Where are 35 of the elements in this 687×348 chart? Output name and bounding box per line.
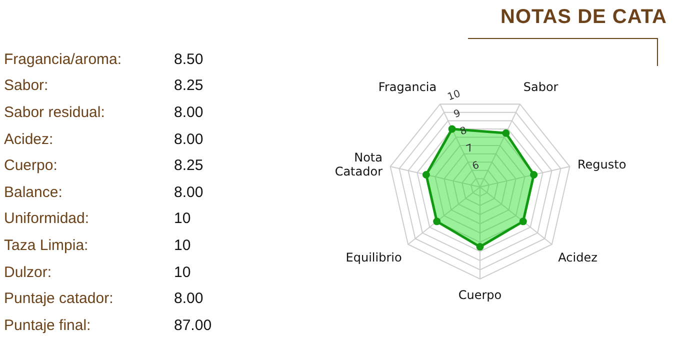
spoke-label: Fragancia xyxy=(378,80,437,94)
text: 10 xyxy=(174,210,191,228)
text: Sabor residual: xyxy=(4,104,106,121)
spoke-label: Regusto xyxy=(577,158,626,172)
text: Uniformidad: xyxy=(4,210,90,228)
text: Sabor: xyxy=(4,77,50,94)
text: 8.00 xyxy=(174,130,204,148)
y-tick-label: 10 xyxy=(446,88,462,104)
text: Balance: xyxy=(4,184,64,201)
text: Taza Limpia: xyxy=(4,236,90,254)
y-tick-label: 7 xyxy=(464,142,475,156)
text: 87.00 xyxy=(174,316,212,334)
text: Dulzor: xyxy=(4,264,53,281)
text: Puntaje final: xyxy=(4,316,92,334)
text: 8.00 xyxy=(174,104,204,121)
text: Fragancia/aroma: xyxy=(4,50,123,68)
text: Cuerpo: xyxy=(4,157,58,174)
text: 8.25 xyxy=(174,157,204,174)
text: Acidez: xyxy=(4,130,54,148)
y-tick-label: 6 xyxy=(471,160,481,173)
y-tick-label: 8 xyxy=(458,125,468,138)
text: 8.25 xyxy=(174,77,204,94)
text: Puntaje catador: xyxy=(4,290,114,308)
spoke-label: Nota Catador xyxy=(334,150,383,179)
text: 8.00 xyxy=(174,184,204,201)
text: 8.50 xyxy=(174,50,204,68)
spoke-label: Sabor xyxy=(523,80,558,94)
chart-title: NOTAS DE CATA xyxy=(500,6,667,29)
spoke-label: Equilibrio xyxy=(346,250,402,264)
spoke-label: Acidez xyxy=(558,250,598,264)
text: 10 xyxy=(174,236,191,254)
text: 10 xyxy=(174,264,191,281)
y-tick-label: 9 xyxy=(452,108,462,121)
text: 8.00 xyxy=(174,290,204,308)
spoke-label: Cuerpo xyxy=(458,288,502,302)
